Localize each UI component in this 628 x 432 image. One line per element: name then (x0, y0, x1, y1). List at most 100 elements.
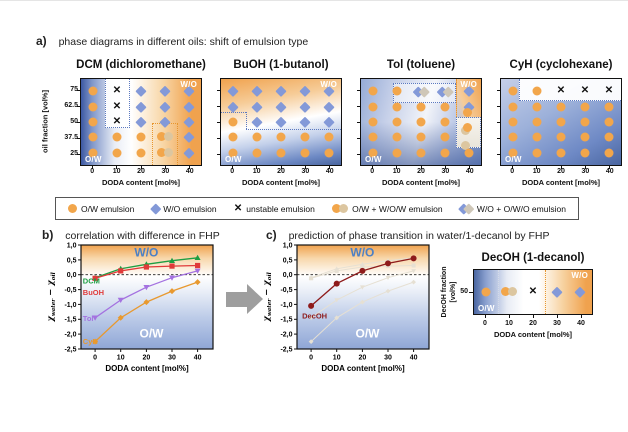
svg-text:0,5: 0,5 (67, 257, 77, 264)
phase-marker-ow (88, 102, 98, 112)
x-tick-mark (329, 166, 331, 169)
phase-marker-ow (392, 117, 402, 127)
phase-marker-ow (88, 117, 98, 127)
phase-marker-ow (532, 102, 542, 112)
phase-marker-wo (323, 101, 335, 112)
phase-marker-ow (532, 117, 542, 127)
phase-marker-ow (88, 148, 98, 158)
y-tick-label: 25 (70, 149, 78, 157)
y-tick-mark (497, 106, 500, 108)
phase-marker-ow (228, 117, 238, 127)
phase-marker-x: ✕ (112, 116, 122, 127)
x-tick-mark (396, 166, 398, 169)
phase-panel-title-tol: Tol (toluene) (386, 59, 456, 71)
y-tick-mark (217, 153, 220, 155)
region-label-ow: O/W (365, 155, 382, 164)
phase-region-boundary (246, 111, 248, 129)
x-tick-mark (444, 166, 446, 169)
phase-marker-ow (508, 102, 518, 112)
phase-marker-ow (416, 102, 426, 112)
phase-marker-ow (604, 102, 614, 112)
phase-region-boundary (246, 128, 341, 130)
phase-marker-ow (556, 117, 566, 127)
svg-text:1,0: 1,0 (67, 242, 77, 249)
x-tick-label: 40 (465, 168, 474, 175)
y-tick-label: 37.5 (64, 133, 78, 141)
phase-marker-ow (416, 148, 426, 158)
phase-marker-x: ✕ (112, 85, 122, 97)
phase-marker-ow (252, 148, 262, 158)
x-tick-label: 0 (510, 168, 515, 175)
section-b-label: b) (42, 228, 54, 242)
phase-marker-x: ✕ (528, 286, 538, 297)
x-tick-mark (256, 166, 258, 169)
phase-marker-x: ✕ (556, 85, 566, 97)
svg-text:-0,5: -0,5 (64, 287, 76, 294)
svg-text:-1,0: -1,0 (64, 302, 76, 309)
phase-marker-wo (251, 85, 263, 97)
x-tick-label: 30 (301, 168, 310, 175)
x-tick-mark (532, 315, 534, 318)
phase-panel-cyh: ✕ ✕ ✕ O/W (500, 78, 622, 166)
phase-marker-ow (604, 148, 614, 158)
x-tick-mark (584, 166, 586, 169)
svg-text:0: 0 (93, 355, 97, 362)
phase-marker-wo (227, 101, 239, 112)
svg-text:0,0: 0,0 (283, 272, 293, 279)
x-tick-label: 30 (441, 168, 450, 175)
phase-marker-wo (227, 85, 239, 97)
svg-text:W/O: W/O (134, 245, 158, 259)
legend-item-ow-wow: O/W + W/O/W emulsion (332, 204, 443, 214)
x-tick-mark (371, 166, 373, 169)
svg-text:-1,0: -1,0 (280, 302, 292, 309)
x-tick-label: 30 (581, 168, 590, 175)
phase-marker-ow (416, 132, 426, 142)
phase-marker-wo (299, 116, 311, 128)
x-tick-label: 30 (553, 320, 561, 327)
svg-text:10: 10 (117, 355, 125, 362)
phase-marker-ow (580, 117, 590, 127)
y-tick-mark (497, 90, 500, 92)
x-tick-label: 40 (325, 168, 334, 175)
phase-marker-wo (299, 85, 311, 97)
phase-marker-ow (112, 148, 122, 158)
phase-marker-ow (508, 86, 518, 96)
transition-arrow-tip (247, 284, 263, 314)
x-tick-mark (560, 166, 562, 169)
x-axis-label: DODA content [mol%] (241, 178, 321, 187)
x-tick-label: 0 (483, 320, 487, 327)
svg-text:20: 20 (143, 355, 151, 362)
phase-marker-wo (159, 116, 171, 128)
y-tick-label: 62.5 (64, 102, 78, 110)
phase-marker-ow (532, 86, 542, 96)
phase-marker-ow2 (157, 144, 173, 162)
chart-b: W/O O/W DCM BuOH Tol CyH 1,0 0,5 0,0 -0,5 -1,0 -1,5… (44, 237, 219, 375)
svg-text:DODA content [mol%]: DODA content [mol%] (321, 364, 405, 373)
x-tick-label: 20 (557, 168, 565, 175)
x-tick-label: 0 (370, 168, 375, 175)
phase-marker-x: ✕ (580, 85, 590, 97)
x-tick-mark (511, 166, 513, 169)
phase-marker-wo (251, 116, 263, 128)
x-tick-mark (280, 166, 282, 169)
y-tick-mark (217, 90, 220, 92)
phase-marker-ow2 (461, 119, 475, 155)
y-tick-mark (77, 153, 80, 155)
legend-item-ow: O/W emulsion (68, 204, 134, 214)
phase-marker-wo (275, 116, 287, 128)
x-tick-mark (420, 166, 422, 169)
legend-item-unstable: ✕ unstable emulsion (234, 203, 315, 214)
svg-text:-0,5: -0,5 (280, 287, 292, 294)
legend-item-label: W/O + O/W/O emulsion (476, 203, 566, 214)
x-tick-mark (556, 315, 558, 318)
svg-text:30: 30 (168, 355, 176, 362)
svg-text:-2,5: -2,5 (64, 346, 76, 353)
phase-marker-wo (574, 286, 586, 298)
legend-item-label: O/W emulsion (81, 203, 135, 214)
region-label-ow: O/W (85, 155, 102, 164)
phase-marker-ow (580, 102, 590, 112)
y-tick-mark (357, 90, 360, 92)
phase-marker-ow (481, 287, 491, 297)
legend-item-wo: W/O emulsion (150, 203, 217, 214)
